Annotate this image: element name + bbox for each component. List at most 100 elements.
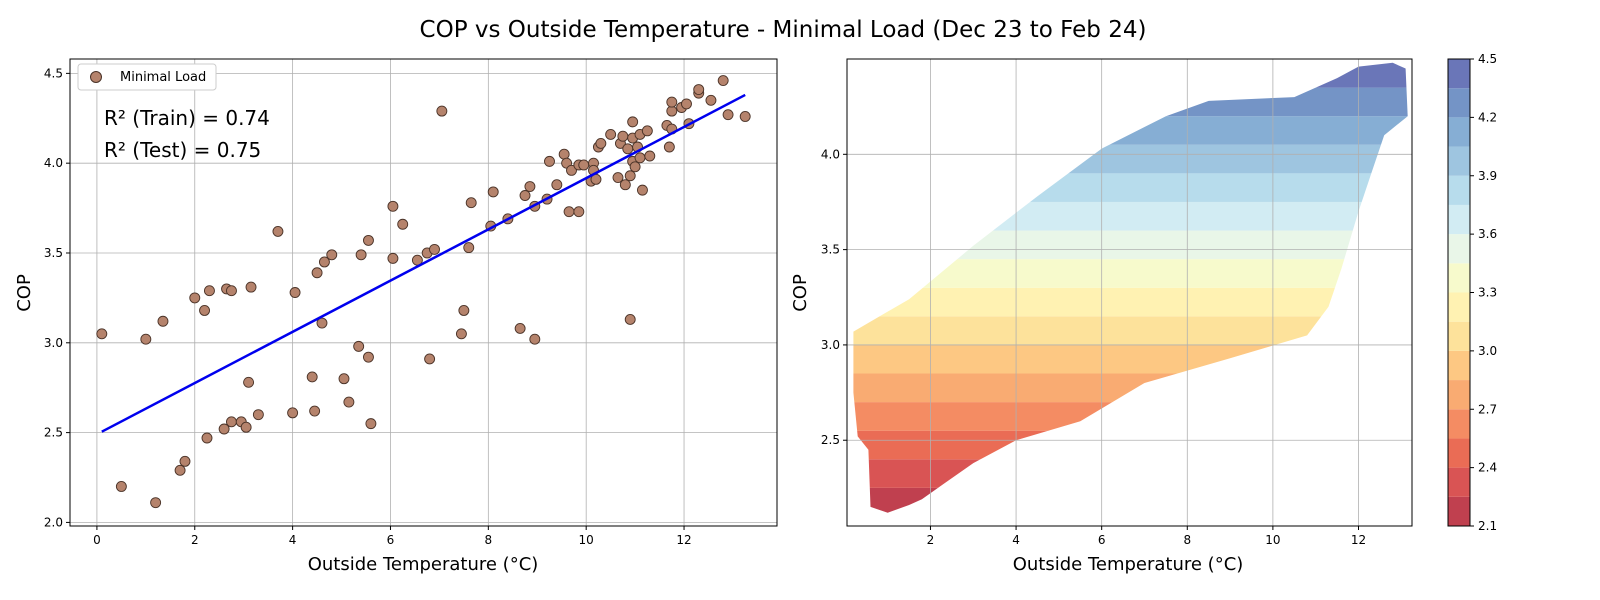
data-point: [199, 305, 211, 316]
contour-band: [853, 62, 1408, 88]
data-point: [693, 84, 705, 95]
y-tick-label: 3.0: [44, 336, 63, 350]
data-point: [551, 179, 563, 191]
data-point: [218, 423, 230, 435]
colorbar-band: [1448, 175, 1470, 205]
contour-x-ticks: 2 4 6 8 10 12: [927, 526, 1366, 547]
data-point: [272, 225, 284, 237]
scatter-grid: [70, 59, 777, 526]
data-point: [636, 184, 648, 196]
x-tick-label: 8: [1183, 533, 1191, 547]
colorbar-tick-label: 3.0: [1478, 344, 1497, 358]
data-point: [363, 351, 374, 363]
contour-band: [853, 459, 1408, 488]
y-tick-label: 4.5: [44, 66, 63, 80]
y-tick-label: 4.0: [44, 156, 63, 170]
data-point: [397, 218, 409, 230]
scatter-panel: 0 2 4 6 8 10 12 2.0 2.5 3.0 3.5 4.0 4.5 Outside Tem…: [14, 58, 778, 575]
contour-band: [853, 230, 1408, 260]
scatter-x-ticks: 0 2 4 6 8 10 12: [93, 526, 692, 547]
scatter-legend: Minimal Load: [77, 63, 217, 91]
contour-y-ticks: 2.5 3.0 3.5 4.0: [821, 147, 847, 447]
colorbar-tick-label: 2.4: [1478, 461, 1497, 475]
data-point: [612, 172, 624, 183]
contour-band: [853, 201, 1408, 231]
data-point: [365, 418, 377, 430]
data-point: [309, 405, 321, 417]
data-point: [487, 186, 499, 198]
data-point: [429, 243, 440, 255]
data-point: [157, 315, 169, 327]
colorbar-band: [1448, 146, 1470, 176]
colorbar-band: [1448, 292, 1470, 322]
data-point: [681, 98, 692, 110]
contour-band: [853, 173, 1408, 202]
data-point: [338, 373, 350, 385]
colorbar-band: [1448, 117, 1470, 147]
scatter-y-axis-label: COP: [14, 274, 35, 312]
data-point: [140, 333, 152, 345]
data-point: [722, 109, 734, 121]
data-point: [595, 137, 607, 149]
data-point: [179, 455, 191, 467]
legend-box: [77, 63, 217, 91]
data-point: [624, 313, 636, 325]
data-point: [355, 249, 367, 261]
colorbar-tick-label: 4.5: [1478, 52, 1497, 66]
data-point: [465, 197, 477, 209]
y-tick-label: 3.5: [821, 243, 840, 257]
data-point: [705, 94, 717, 106]
x-tick-label: 10: [579, 533, 594, 547]
data-point: [666, 105, 678, 117]
data-point: [519, 190, 531, 201]
data-point: [174, 464, 186, 476]
x-tick-label: 4: [1012, 533, 1020, 547]
x-tick-label: 6: [1098, 533, 1106, 547]
x-tick-label: 12: [1351, 533, 1366, 547]
colorbar-band: [1448, 321, 1470, 351]
data-point: [424, 353, 436, 365]
contour-panel: 2 4 6 8 10 12 2.5 3.0 3.5 4.0 Outside Temperatur…: [790, 58, 1413, 575]
x-tick-label: 10: [1265, 533, 1280, 547]
data-point: [96, 328, 108, 340]
contour-bands: [853, 62, 1408, 513]
colorbar-bands: [1448, 59, 1470, 526]
data-point: [644, 150, 656, 162]
contour-band: [853, 87, 1408, 117]
data-point: [240, 421, 252, 433]
y-tick-label: 2.5: [821, 433, 840, 447]
data-point: [663, 141, 675, 153]
data-point: [243, 376, 255, 388]
colorbar-tick-label: 3.3: [1478, 286, 1497, 300]
contour-axes-frame: [846, 58, 1413, 527]
scatter-axes-frame: [69, 58, 778, 527]
data-point: [634, 152, 646, 164]
data-point: [245, 281, 257, 293]
x-tick-label: 0: [93, 533, 101, 547]
data-point: [363, 234, 374, 246]
data-point: [226, 416, 237, 428]
contour-band: [853, 430, 1408, 460]
data-point: [458, 305, 470, 316]
contour-band: [853, 287, 1408, 317]
scatter-y-ticks: 2.0 2.5 3.0 3.5 4.0 4.5: [44, 66, 70, 529]
data-point: [463, 242, 475, 254]
contour-band: [853, 373, 1408, 403]
x-tick-label: 12: [676, 533, 691, 547]
data-point: [524, 181, 536, 192]
data-point: [353, 340, 365, 352]
y-tick-label: 3.0: [821, 338, 840, 352]
colorbar-band: [1448, 263, 1470, 293]
data-point: [619, 179, 631, 191]
colorbar-tick-label: 3.6: [1478, 227, 1497, 241]
data-point: [289, 287, 301, 298]
data-point: [566, 164, 577, 176]
x-tick-label: 8: [485, 533, 493, 547]
legend-marker: [90, 71, 102, 83]
data-point: [436, 105, 448, 117]
y-tick-label: 2.0: [44, 515, 63, 529]
figure-title: COP vs Outside Temperature - Minimal Loa…: [420, 17, 1147, 43]
data-point: [316, 317, 328, 329]
data-point: [226, 285, 237, 297]
